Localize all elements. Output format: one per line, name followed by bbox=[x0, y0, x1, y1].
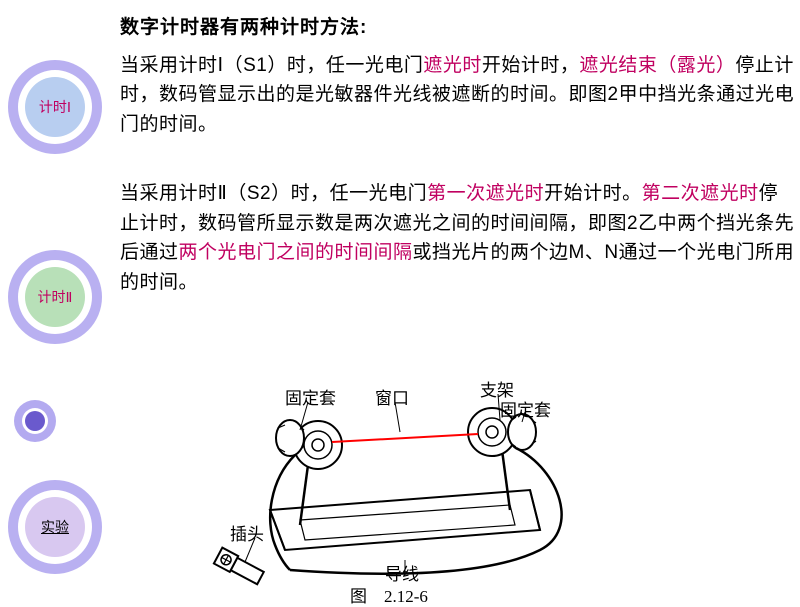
photogate-svg bbox=[200, 390, 640, 600]
bullet-small-inner bbox=[25, 411, 45, 431]
diagram-label-7: 图 2.12-6 bbox=[350, 582, 428, 607]
p2-h1: 第一次遮光时 bbox=[427, 183, 544, 204]
page-title: 数字计时器有两种计时方法: bbox=[120, 12, 795, 39]
p1-h1: 遮光时 bbox=[423, 55, 482, 76]
p2-t1: 当采用计时Ⅱ（S2）时，任一光电门 bbox=[120, 183, 427, 204]
paragraph-1: 当采用计时Ⅰ（S1）时，任一光电门遮光时开始计时，遮光结束（露光）停止计时，数码… bbox=[120, 51, 795, 139]
bullet-experiment[interactable]: 实验 bbox=[8, 480, 102, 574]
bullet-timer-1-inner: 计时Ⅰ bbox=[25, 77, 85, 137]
diagram-label-2: 窗口 bbox=[375, 384, 409, 409]
bullet-4-label: 实验 bbox=[41, 517, 69, 537]
bullet-timer-2[interactable]: 计时Ⅱ bbox=[8, 250, 102, 344]
p2-t2: 开始计时。 bbox=[544, 183, 642, 204]
bullet-timer-1[interactable]: 计时Ⅰ bbox=[8, 60, 102, 154]
bullet-timer-2-inner: 计时Ⅱ bbox=[25, 267, 85, 327]
diagram-label-5: 插头 bbox=[230, 520, 264, 545]
bullet-1-label: 计时Ⅰ bbox=[39, 97, 71, 117]
p1-t2: 开始计时， bbox=[482, 55, 580, 76]
photogate-diagram: 固定套 窗口 支架 固定套 插头 导线 图 2.12-6 bbox=[200, 390, 640, 600]
p1-h2: 遮光结束（露光） bbox=[579, 55, 735, 76]
bullet-small-decor bbox=[14, 400, 56, 442]
diagram-label-1: 固定套 bbox=[285, 384, 336, 409]
paragraph-2: 当采用计时Ⅱ（S2）时，任一光电门第一次遮光时开始计时。第二次遮光时停止计时，数… bbox=[120, 179, 795, 297]
p1-t1: 当采用计时Ⅰ（S1）时，任一光电门 bbox=[120, 55, 423, 76]
bullet-2-label: 计时Ⅱ bbox=[38, 287, 73, 307]
p2-h2: 第二次遮光时 bbox=[642, 183, 759, 204]
bullet-experiment-inner: 实验 bbox=[25, 497, 85, 557]
p2-h3: 两个光电门之间的时间间隔 bbox=[179, 242, 413, 263]
diagram-label-4: 固定套 bbox=[500, 396, 551, 421]
